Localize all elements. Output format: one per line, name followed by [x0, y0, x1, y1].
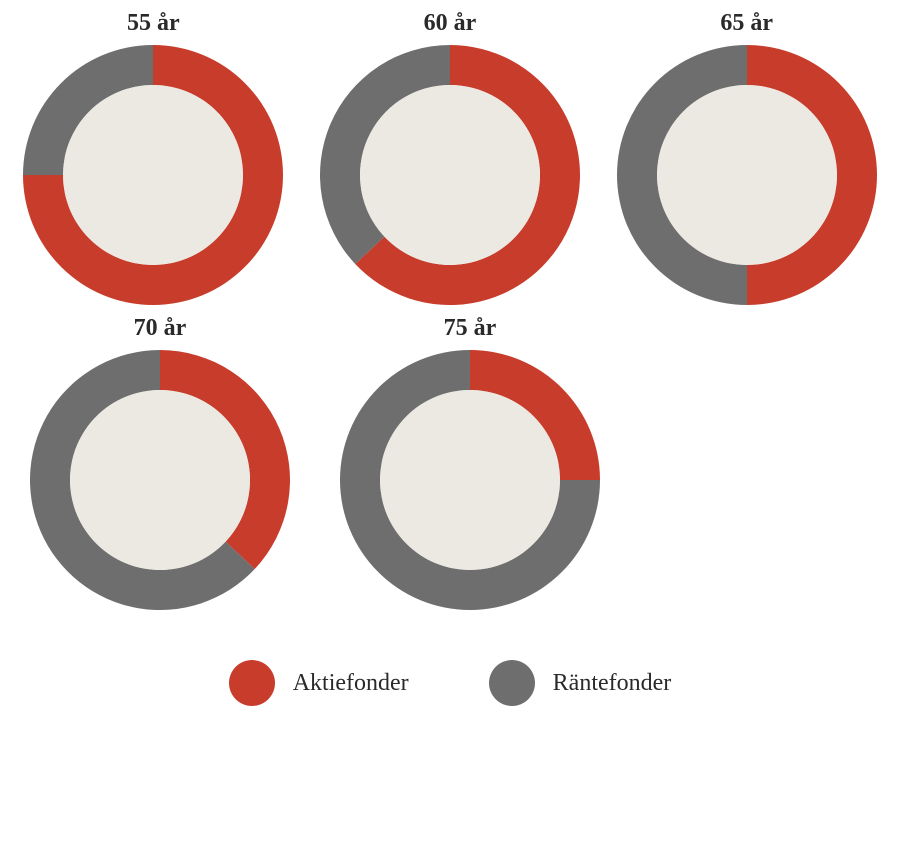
legend-label: Räntefonder — [553, 670, 672, 697]
legend-item-rantefonder: Räntefonder — [489, 660, 672, 706]
donut-title: 65 år — [720, 10, 773, 37]
donut-row-1: 55 år 60 år 65 år — [20, 10, 880, 305]
donut-cell: 70 år — [20, 315, 300, 610]
donut-hole — [63, 85, 243, 265]
donut-hole — [360, 85, 540, 265]
donut-hole — [657, 85, 837, 265]
legend: Aktiefonder Räntefonder — [20, 660, 880, 706]
donut-chart — [617, 45, 877, 305]
donut-chart — [30, 350, 290, 610]
donut-cell: 55 år — [20, 10, 287, 305]
donut-title: 70 år — [134, 315, 187, 342]
donut-hole — [380, 390, 560, 570]
legend-label: Aktiefonder — [293, 670, 409, 697]
legend-item-aktiefonder: Aktiefonder — [229, 660, 409, 706]
donut-title: 60 år — [424, 10, 477, 37]
donut-title: 55 år — [127, 10, 180, 37]
donut-chart — [320, 45, 580, 305]
legend-swatch-icon — [489, 660, 535, 706]
donut-chart — [23, 45, 283, 305]
donut-title: 75 år — [444, 315, 497, 342]
chart-container: 55 år 60 år 65 år 70 år 75 år Aktiefonde… — [0, 10, 900, 706]
donut-cell: 60 år — [317, 10, 584, 305]
donut-row-2: 70 år 75 år — [20, 315, 880, 610]
donut-cell: 75 år — [330, 315, 610, 610]
legend-swatch-icon — [229, 660, 275, 706]
donut-hole — [70, 390, 250, 570]
donut-chart — [340, 350, 600, 610]
donut-cell: 65 år — [613, 10, 880, 305]
